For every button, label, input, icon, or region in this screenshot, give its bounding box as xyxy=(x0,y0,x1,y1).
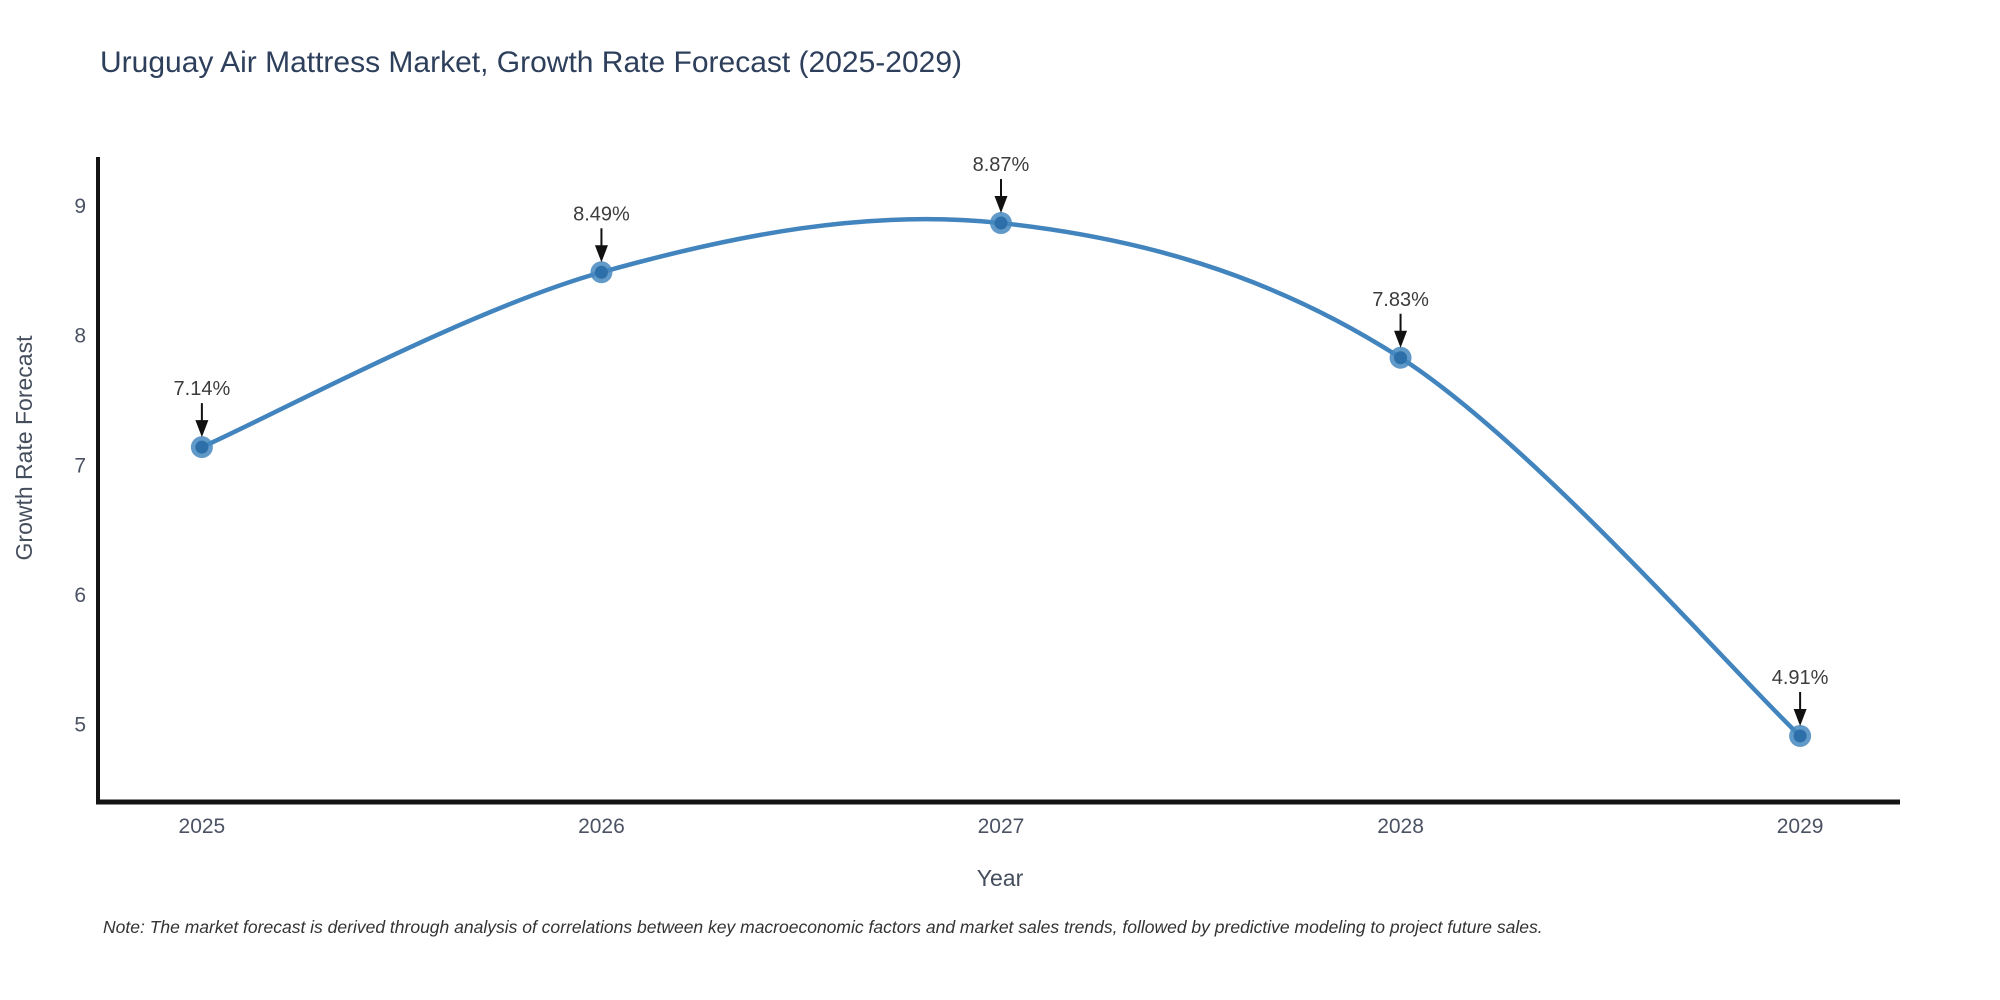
y-tick-label: 9 xyxy=(74,195,86,218)
x-tick-label: 2026 xyxy=(578,815,625,838)
x-axis-tick-labels: 2025 2026 2027 2028 2029 xyxy=(179,815,1824,838)
down-arrow-head-icon xyxy=(594,245,608,263)
point-annotation-label: 4.91% xyxy=(1772,667,1829,689)
data-point-marker-core xyxy=(195,440,209,454)
x-tick-label: 2028 xyxy=(1377,815,1424,838)
data-point-annotations: 7.14% 8.49% 8.87% 7.83% 4.91% xyxy=(174,154,1829,726)
point-annotation: 8.49% xyxy=(573,203,630,263)
data-point-marker-core xyxy=(594,265,608,279)
x-tick-label: 2027 xyxy=(978,815,1025,838)
x-tick-label: 2029 xyxy=(1777,815,1824,838)
down-arrow-head-icon xyxy=(195,420,209,438)
point-annotation-label: 8.87% xyxy=(973,154,1030,176)
point-annotation: 7.83% xyxy=(1372,289,1429,348)
x-tick-label: 2025 xyxy=(179,815,226,838)
down-arrow-head-icon xyxy=(1394,330,1408,348)
footnote: Note: The market forecast is derived thr… xyxy=(103,917,1543,937)
point-annotation-label: 7.83% xyxy=(1372,289,1429,311)
data-point-marker-core xyxy=(994,216,1008,230)
point-annotation: 7.14% xyxy=(174,378,231,438)
y-tick-label: 5 xyxy=(74,713,86,736)
down-arrow-head-icon xyxy=(1793,708,1807,726)
down-arrow-head-icon xyxy=(994,196,1008,214)
point-annotation-label: 8.49% xyxy=(573,203,630,225)
point-annotation-label: 7.14% xyxy=(174,378,231,400)
point-annotation: 8.87% xyxy=(973,154,1030,214)
point-annotation: 4.91% xyxy=(1772,667,1829,726)
y-tick-label: 6 xyxy=(74,584,86,607)
y-axis-tick-labels: 5 6 7 8 9 xyxy=(74,195,86,736)
y-axis-title: Growth Rate Forecast xyxy=(11,335,37,561)
growth-rate-line xyxy=(199,216,1803,739)
data-point-marker-core xyxy=(1394,351,1408,365)
y-tick-label: 7 xyxy=(74,454,86,477)
x-axis-title: Year xyxy=(977,865,1024,891)
y-tick-label: 8 xyxy=(74,325,86,348)
chart-title: Uruguay Air Mattress Market, Growth Rate… xyxy=(100,46,963,79)
data-point-markers xyxy=(190,212,1812,747)
data-point-marker-core xyxy=(1793,729,1807,743)
